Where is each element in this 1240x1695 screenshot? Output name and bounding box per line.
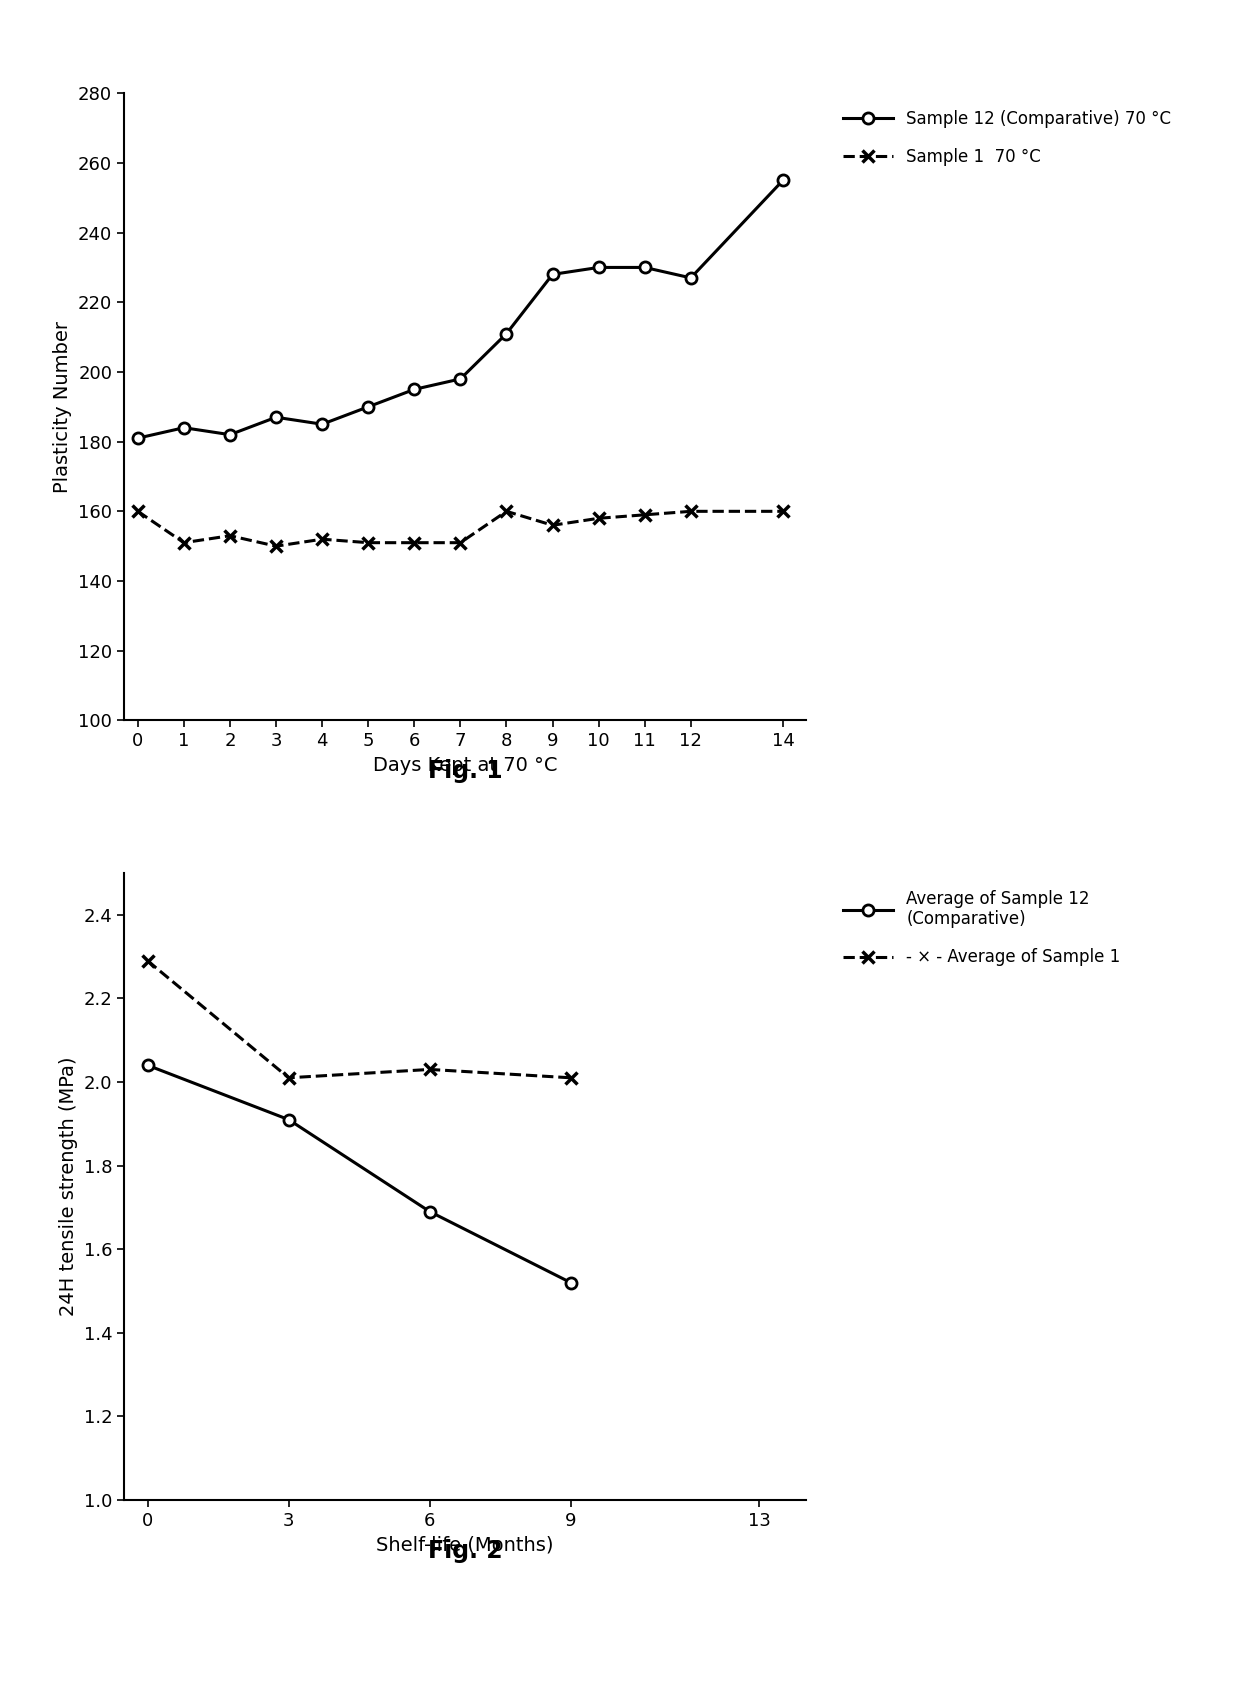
Legend: Sample 12 (Comparative) 70 °C, Sample 1  70 °C: Sample 12 (Comparative) 70 °C, Sample 1 …	[835, 102, 1179, 175]
Sample 1  70 °C	[683, 502, 698, 522]
Sample 12 (Comparative) 70 °C	[775, 170, 790, 190]
Sample 1  70 °C	[315, 529, 330, 549]
Sample 12 (Comparative) 70 °C	[315, 414, 330, 434]
Sample 1  70 °C	[546, 515, 560, 536]
Sample 12 (Comparative) 70 °C	[498, 324, 513, 344]
Sample 12 (Comparative) 70 °C	[591, 258, 606, 278]
Sample 1  70 °C	[269, 536, 284, 556]
Text: Fig. 2: Fig. 2	[428, 1539, 502, 1563]
Legend: Average of Sample 12
(Comparative), - × - Average of Sample 1: Average of Sample 12 (Comparative), - × …	[835, 881, 1130, 975]
Average of Sample 1	[423, 1059, 438, 1080]
Sample 12 (Comparative) 70 °C	[637, 258, 652, 278]
Sample 1  70 °C	[222, 525, 237, 546]
Average of Sample 1	[563, 1068, 578, 1088]
Line: Sample 12 (Comparative) 70 °C: Sample 12 (Comparative) 70 °C	[133, 175, 789, 444]
Y-axis label: Plasticity Number: Plasticity Number	[53, 320, 72, 493]
Sample 12 (Comparative) 70 °C	[683, 268, 698, 288]
Sample 12 (Comparative) 70 °C	[176, 417, 191, 437]
Sample 1  70 °C	[637, 505, 652, 525]
Sample 12 (Comparative) 70 °C	[222, 424, 237, 444]
Sample 1  70 °C	[176, 532, 191, 553]
Sample 12 (Comparative) 70 °C	[407, 380, 422, 400]
Sample 1  70 °C	[130, 502, 145, 522]
Average of Sample 12
(Comparative)	[563, 1273, 578, 1293]
Sample 12 (Comparative) 70 °C	[546, 264, 560, 285]
Line: Average of Sample 1: Average of Sample 1	[141, 954, 577, 1085]
Sample 1  70 °C	[591, 508, 606, 529]
Sample 1  70 °C	[498, 502, 513, 522]
Average of Sample 1	[281, 1068, 296, 1088]
Sample 1  70 °C	[407, 532, 422, 553]
Average of Sample 1	[140, 951, 155, 971]
Sample 1  70 °C	[775, 502, 790, 522]
Line: Average of Sample 12
(Comparative): Average of Sample 12 (Comparative)	[141, 1059, 577, 1288]
Sample 1  70 °C	[361, 532, 376, 553]
Sample 12 (Comparative) 70 °C	[130, 429, 145, 449]
X-axis label: Days Kept at 70 °C: Days Kept at 70 °C	[373, 756, 557, 775]
Sample 12 (Comparative) 70 °C	[453, 370, 467, 390]
Y-axis label: 24H tensile strength (MPa): 24H tensile strength (MPa)	[58, 1056, 78, 1317]
X-axis label: Shelf-life (Months): Shelf-life (Months)	[376, 1536, 554, 1554]
Sample 12 (Comparative) 70 °C	[361, 397, 376, 417]
Average of Sample 12
(Comparative)	[423, 1202, 438, 1222]
Sample 12 (Comparative) 70 °C	[269, 407, 284, 427]
Average of Sample 12
(Comparative)	[281, 1110, 296, 1131]
Text: Fig. 1: Fig. 1	[428, 759, 502, 783]
Average of Sample 12
(Comparative)	[140, 1054, 155, 1075]
Line: Sample 1  70 °C: Sample 1 70 °C	[131, 505, 789, 553]
Sample 1  70 °C	[453, 532, 467, 553]
